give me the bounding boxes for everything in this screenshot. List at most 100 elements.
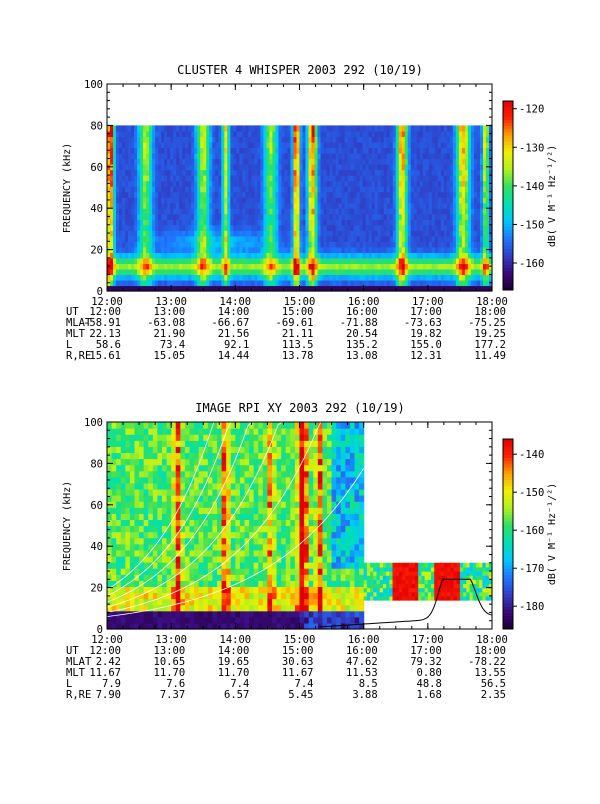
spectrogram-cell xyxy=(180,446,185,453)
spectrogram-cell xyxy=(112,617,117,624)
spectrogram-cell xyxy=(162,544,167,551)
spectrogram-cell xyxy=(212,617,217,624)
spectrogram-cell xyxy=(148,422,153,429)
spectrogram-cell xyxy=(157,446,162,453)
spectrogram-cell xyxy=(185,459,190,466)
spectrogram-cell xyxy=(212,526,217,533)
spectrogram-cell xyxy=(171,611,176,618)
spectrogram-cell xyxy=(116,544,121,551)
spectrogram-cell xyxy=(208,459,213,466)
spectrogram-cell xyxy=(171,501,176,508)
spectrogram-cell xyxy=(194,434,199,441)
spectrogram-cell xyxy=(167,459,172,466)
colorbar-swatch xyxy=(503,205,513,209)
spectrogram-cell xyxy=(217,574,222,581)
spectrogram-cell xyxy=(185,611,190,618)
spectrogram-cell xyxy=(121,556,126,563)
spectrogram-cell xyxy=(185,532,190,539)
spectrogram-cell xyxy=(190,550,195,557)
spectrogram-cell xyxy=(107,428,112,435)
spectrogram-cell xyxy=(112,471,117,478)
spectrogram-cell xyxy=(121,477,126,484)
spectrogram-cell xyxy=(208,489,213,496)
spectrogram-cell xyxy=(112,465,117,472)
spectrogram-cell xyxy=(171,471,176,478)
spectrogram-cell xyxy=(167,477,172,484)
spectrogram-cell xyxy=(116,532,121,539)
spectrogram-cell xyxy=(190,452,195,459)
spectrogram-cell xyxy=(226,605,231,612)
spectrogram-cell xyxy=(135,550,140,557)
spectrogram-cell xyxy=(153,440,158,447)
spectrogram-cell xyxy=(135,538,140,545)
spectrogram-cell xyxy=(176,544,181,551)
spectrogram-cell xyxy=(190,574,195,581)
spectrogram-cell xyxy=(121,483,126,490)
colorbar-swatch xyxy=(503,281,513,285)
spectrogram-cell xyxy=(148,532,153,539)
spectrogram-cell xyxy=(171,526,176,533)
spectrogram-cell xyxy=(203,452,208,459)
spectrogram-cell xyxy=(148,526,153,533)
spectrogram-cell xyxy=(144,574,149,581)
spectrogram-cell xyxy=(176,562,181,569)
spectrogram-cell xyxy=(190,592,195,599)
spectrogram-cell xyxy=(217,617,222,624)
spectrogram-cell xyxy=(121,617,126,624)
spectrogram-cell xyxy=(222,495,227,502)
spectrogram-cell xyxy=(139,465,144,472)
spectrogram-cell xyxy=(222,422,227,429)
spectrogram-cell xyxy=(190,586,195,593)
spectrogram-cell xyxy=(144,483,149,490)
spectrogram-cell xyxy=(148,513,153,520)
spectrogram-cell xyxy=(144,489,149,496)
spectrogram-cell xyxy=(157,465,162,472)
spectrogram-cell xyxy=(167,483,172,490)
spectrogram-cell xyxy=(157,599,162,606)
spectrogram-cell xyxy=(144,501,149,508)
spectrogram-cell xyxy=(180,507,185,514)
spectrogram-cell xyxy=(135,532,140,539)
spectrogram-cell xyxy=(121,605,126,612)
colorbar-tick-label: -130 xyxy=(519,142,544,154)
spectrogram-cell xyxy=(212,519,217,526)
colorbar-swatch xyxy=(503,170,513,174)
spectrogram-cell xyxy=(167,489,172,496)
spectrogram-cell xyxy=(208,611,213,618)
spectrogram-cell xyxy=(185,550,190,557)
spectrogram-cell xyxy=(203,556,208,563)
spectrogram-cell xyxy=(194,611,199,618)
spectrogram-cell xyxy=(171,434,176,441)
spectrogram-cell xyxy=(217,611,222,618)
spectrogram-cell xyxy=(148,580,153,587)
spectrogram-cell xyxy=(194,562,199,569)
spectrogram-cell xyxy=(208,519,213,526)
spectrogram-cell xyxy=(217,465,222,472)
colorbar-swatch xyxy=(503,129,513,133)
colorbar-swatch xyxy=(503,180,513,184)
spectrogram-cell xyxy=(157,532,162,539)
spectrogram-cell xyxy=(112,428,117,435)
spectrogram-cell xyxy=(107,440,112,447)
spectrogram-cell xyxy=(176,580,181,587)
spectrogram-cell xyxy=(185,452,190,459)
spectrogram-cell xyxy=(130,526,135,533)
spectrogram-cell xyxy=(135,526,140,533)
spectrogram-cell xyxy=(157,519,162,526)
spectrogram-cell xyxy=(116,422,121,429)
spectrogram-cell xyxy=(180,556,185,563)
spectrogram-cell xyxy=(208,513,213,520)
spectrogram-cell xyxy=(167,440,172,447)
spectrogram-cell xyxy=(222,471,227,478)
spectrogram-cell xyxy=(167,611,172,618)
spectrogram-cell xyxy=(226,592,231,599)
spectrogram-cell xyxy=(116,446,121,453)
spectrogram-cell xyxy=(162,574,167,581)
spectrogram-cell xyxy=(162,471,167,478)
colorbar-swatch xyxy=(503,240,513,244)
spectrogram-cell xyxy=(180,611,185,618)
spectrogram-cell xyxy=(107,617,112,624)
spectrogram-cell xyxy=(180,459,185,466)
spectrogram-cell xyxy=(171,440,176,447)
spectrogram-cell xyxy=(157,526,162,533)
